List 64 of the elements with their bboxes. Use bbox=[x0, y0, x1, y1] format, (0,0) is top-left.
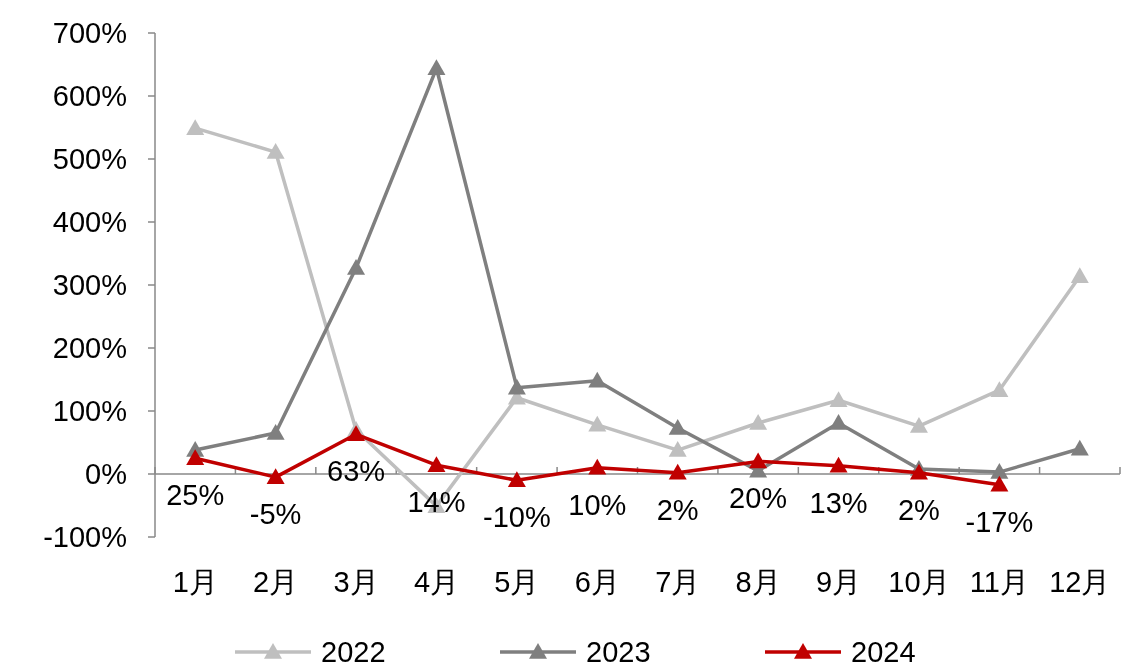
data-label: -5% bbox=[249, 498, 302, 531]
x-tick-label: 10月 bbox=[888, 566, 950, 598]
point bbox=[990, 475, 1009, 492]
y-tick-label: 300% bbox=[52, 269, 127, 302]
point bbox=[507, 471, 526, 488]
data-label: -17% bbox=[965, 505, 1034, 538]
point bbox=[186, 449, 205, 465]
x-tick-label: 1月 bbox=[172, 566, 218, 598]
data-label: 13% bbox=[809, 486, 868, 519]
data-label: 63% bbox=[327, 455, 386, 488]
x-tick-label: 11月 bbox=[969, 566, 1029, 598]
point bbox=[990, 463, 1009, 479]
point bbox=[266, 143, 285, 159]
y-tick-label: 0% bbox=[85, 458, 127, 491]
y-tick-label: 200% bbox=[52, 332, 127, 365]
point bbox=[266, 468, 285, 484]
x-tick-label: 8月 bbox=[735, 566, 781, 598]
point bbox=[990, 381, 1009, 397]
point bbox=[668, 441, 687, 457]
y-tick-label: 600% bbox=[52, 80, 127, 113]
y-tick-label: 400% bbox=[52, 206, 127, 239]
data-label: 20% bbox=[729, 482, 788, 515]
legend-label: 2022 bbox=[321, 636, 386, 668]
point bbox=[1070, 439, 1089, 456]
x-tick-label: 7月 bbox=[655, 566, 701, 598]
point bbox=[588, 415, 607, 432]
point bbox=[266, 424, 285, 440]
point bbox=[749, 413, 768, 430]
x-tick-label: 9月 bbox=[815, 566, 862, 598]
point bbox=[347, 258, 366, 275]
point bbox=[507, 378, 526, 395]
y-tick-label: 700% bbox=[52, 17, 127, 50]
data-label: 2% bbox=[656, 493, 699, 526]
y-tick-label: 500% bbox=[52, 143, 127, 176]
x-tick-label: 4月 bbox=[413, 566, 460, 598]
y-tick-label: 100% bbox=[52, 395, 127, 428]
x-tick-label: 6月 bbox=[574, 566, 620, 598]
x-tick-label: 3月 bbox=[333, 566, 379, 598]
legend-label: 2024 bbox=[851, 636, 916, 668]
point bbox=[588, 371, 607, 388]
point bbox=[829, 391, 848, 408]
data-label: 25% bbox=[166, 479, 225, 512]
data-label: 10% bbox=[568, 488, 627, 521]
point bbox=[668, 419, 687, 435]
x-tick-label: 5月 bbox=[494, 566, 540, 598]
x-tick-label: 2月 bbox=[253, 566, 299, 598]
point bbox=[427, 456, 446, 472]
legend-label: 2023 bbox=[586, 636, 651, 668]
data-label: 14% bbox=[407, 486, 466, 519]
point bbox=[668, 463, 687, 480]
point bbox=[347, 425, 366, 442]
point bbox=[749, 452, 768, 469]
point bbox=[427, 59, 446, 76]
data-label: 2% bbox=[898, 493, 940, 526]
point bbox=[909, 463, 928, 480]
point bbox=[1070, 267, 1089, 283]
point bbox=[588, 458, 607, 475]
data-label: -10% bbox=[483, 501, 551, 534]
point bbox=[829, 413, 848, 430]
point bbox=[909, 417, 928, 433]
y-tick-label: -100% bbox=[43, 521, 127, 554]
x-tick-label: 12月 bbox=[1049, 566, 1111, 598]
point bbox=[186, 119, 205, 135]
point bbox=[829, 456, 848, 473]
